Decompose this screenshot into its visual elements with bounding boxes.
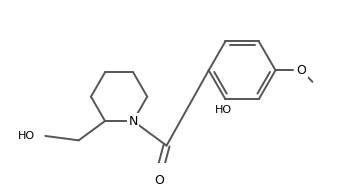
- Text: HO: HO: [215, 105, 232, 115]
- Text: O: O: [297, 64, 307, 77]
- Text: HO: HO: [18, 131, 35, 141]
- Text: O: O: [154, 174, 164, 185]
- Text: N: N: [129, 115, 138, 127]
